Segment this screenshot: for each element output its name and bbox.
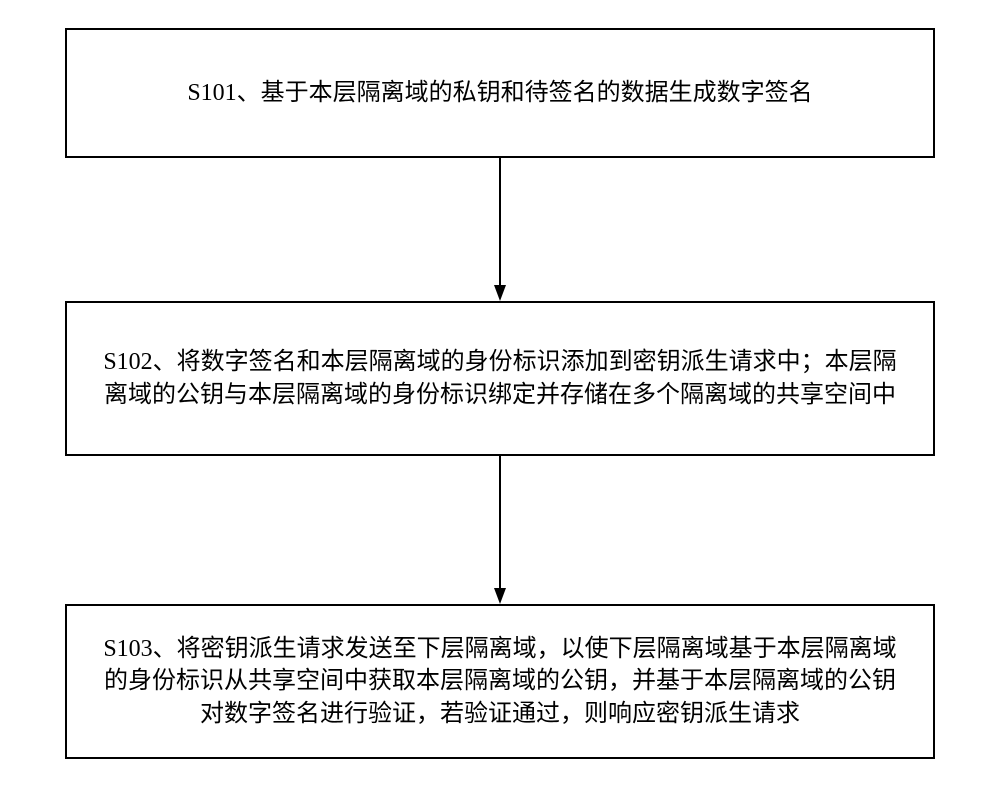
flow-arrow-s102-to-s103 bbox=[0, 0, 1000, 797]
flowchart-canvas: S101、基于本层隔离域的私钥和待签名的数据生成数字签名S102、将数字签名和本… bbox=[0, 0, 1000, 797]
